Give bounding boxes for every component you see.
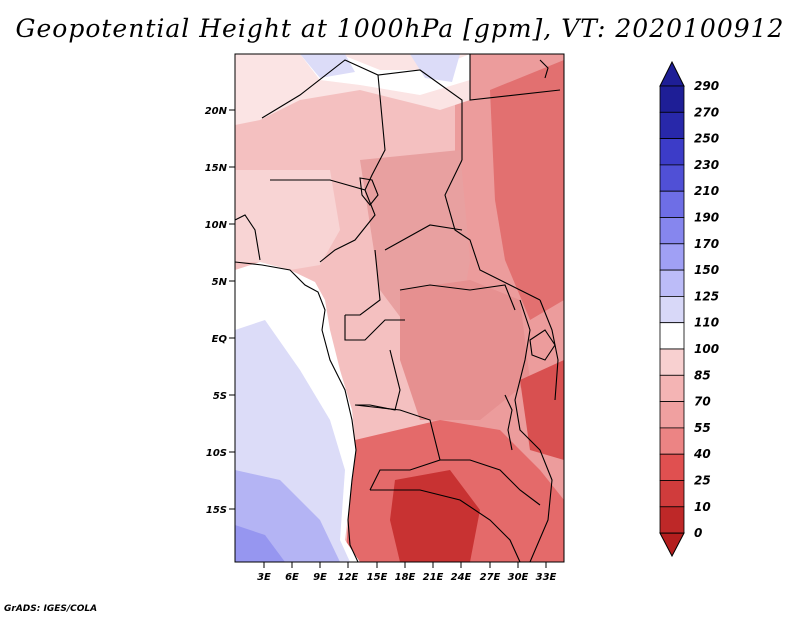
namibia-border (370, 489, 521, 562)
lon-axis: 3E 6E 9E 12E 15E 18E 21E 24E 27E 30E 33E (257, 562, 557, 583)
lon-label: 6E (285, 572, 299, 583)
colorbar-segment (659, 111, 685, 140)
gabon-border (344, 315, 405, 341)
map-field (235, 54, 564, 562)
lat-axis: 20N 15N 10N 5N EQ 5S 10S 15S (205, 106, 235, 516)
colorbar-segment (659, 480, 685, 508)
lon-label: 15E (367, 572, 388, 583)
colorbar: 290 270 250 230 210 190 170 150 125 110 … (659, 60, 719, 558)
colorbar-segment (659, 217, 685, 245)
egypt-border (469, 54, 561, 101)
colorbar-segment (659, 374, 685, 402)
congo-shade (400, 280, 530, 420)
map-boundaries (235, 54, 561, 562)
colorbar-label: 150 (694, 263, 719, 277)
lat-label: 20N (205, 106, 228, 117)
cameroon-border (345, 249, 381, 316)
colorbar-top-arrow (659, 60, 685, 87)
lake-victoria (529, 329, 556, 361)
colorbar-label: 55 (694, 421, 711, 435)
colorbar-label: 210 (694, 184, 719, 198)
grads-credit: GrADS: IGES/COLA (4, 604, 98, 614)
colorbar-segment (659, 190, 685, 218)
lat-label: 5S (213, 391, 227, 402)
lat-label: 10S (206, 448, 227, 459)
colorbar-label: 290 (694, 79, 719, 93)
east-high-shade (490, 60, 564, 320)
colorbar-label: 70 (694, 395, 711, 409)
congo-border (355, 349, 401, 411)
lat-label: EQ (212, 334, 228, 345)
zambia-border (440, 459, 541, 506)
lon-label: 33E (536, 572, 557, 583)
lat-label: 10N (205, 220, 228, 231)
ghana-border (235, 214, 261, 261)
colorbar-label: 170 (694, 237, 719, 251)
kalahari-low-shade (390, 470, 480, 562)
east-border (514, 299, 553, 562)
colorbar-label: 125 (694, 289, 719, 303)
colorbar-label: 100 (694, 342, 719, 356)
lon-label: 21E (423, 572, 444, 583)
drc-north-border (399, 284, 516, 311)
colorbar-segment (659, 243, 685, 271)
colorbar-segment (659, 348, 685, 376)
lon-label: 9E (313, 572, 327, 583)
colorbar-segment (659, 401, 685, 429)
colorbar-segment (659, 427, 685, 455)
east-coast-shade (520, 360, 564, 460)
colorbar-bottom-arrow (659, 532, 685, 558)
colorbar-segment (659, 453, 685, 481)
colorbar-label: 110 (694, 316, 719, 330)
lon-label: 18E (395, 572, 416, 583)
lon-label: 30E (508, 572, 529, 583)
colorbar-label: 40 (693, 447, 711, 461)
ocean-blue (235, 525, 285, 562)
map-frame (234, 53, 565, 563)
colorbar-label: 190 (694, 211, 719, 225)
colorbar-segment (659, 295, 685, 324)
colorbar-segment (659, 164, 685, 192)
colorbar-segment (659, 269, 685, 297)
colorbar-label: 230 (694, 158, 719, 172)
colorbar-segment (659, 506, 685, 534)
lon-label: 12E (338, 572, 359, 583)
lon-label: 27E (480, 572, 501, 583)
red-sea-coast (539, 59, 549, 79)
colorbar-label: 85 (694, 368, 711, 382)
sudan-border (444, 159, 541, 301)
colorbar-label: 10 (694, 500, 711, 514)
lat-label: 15N (205, 163, 228, 174)
colorbar-label: 25 (694, 474, 711, 488)
west-coastline (235, 261, 359, 562)
colorbar-label: 270 (694, 105, 719, 119)
west-africa-shade (235, 170, 340, 270)
lake-chad (359, 177, 379, 206)
lat-label: 15S (206, 505, 227, 516)
lat-label: 5N (212, 277, 228, 288)
car-border (384, 224, 463, 251)
nigeria-border (270, 179, 376, 263)
north-blue-shade-2 (410, 54, 460, 82)
lake-tanganyika (504, 394, 513, 451)
lon-label: 24E (451, 572, 472, 583)
chart-title: Geopotential Height at 1000hPa [gpm], VT… (15, 14, 785, 43)
niger-chad-border (364, 74, 386, 191)
colorbar-label: 250 (694, 132, 719, 146)
colorbar-segment (659, 85, 685, 113)
north-blue-shade (300, 54, 355, 78)
lon-label: 3E (257, 572, 271, 583)
colorbar-label: 0 (694, 526, 702, 540)
colorbar-segment (659, 138, 685, 166)
colorbar-segment (659, 322, 685, 350)
